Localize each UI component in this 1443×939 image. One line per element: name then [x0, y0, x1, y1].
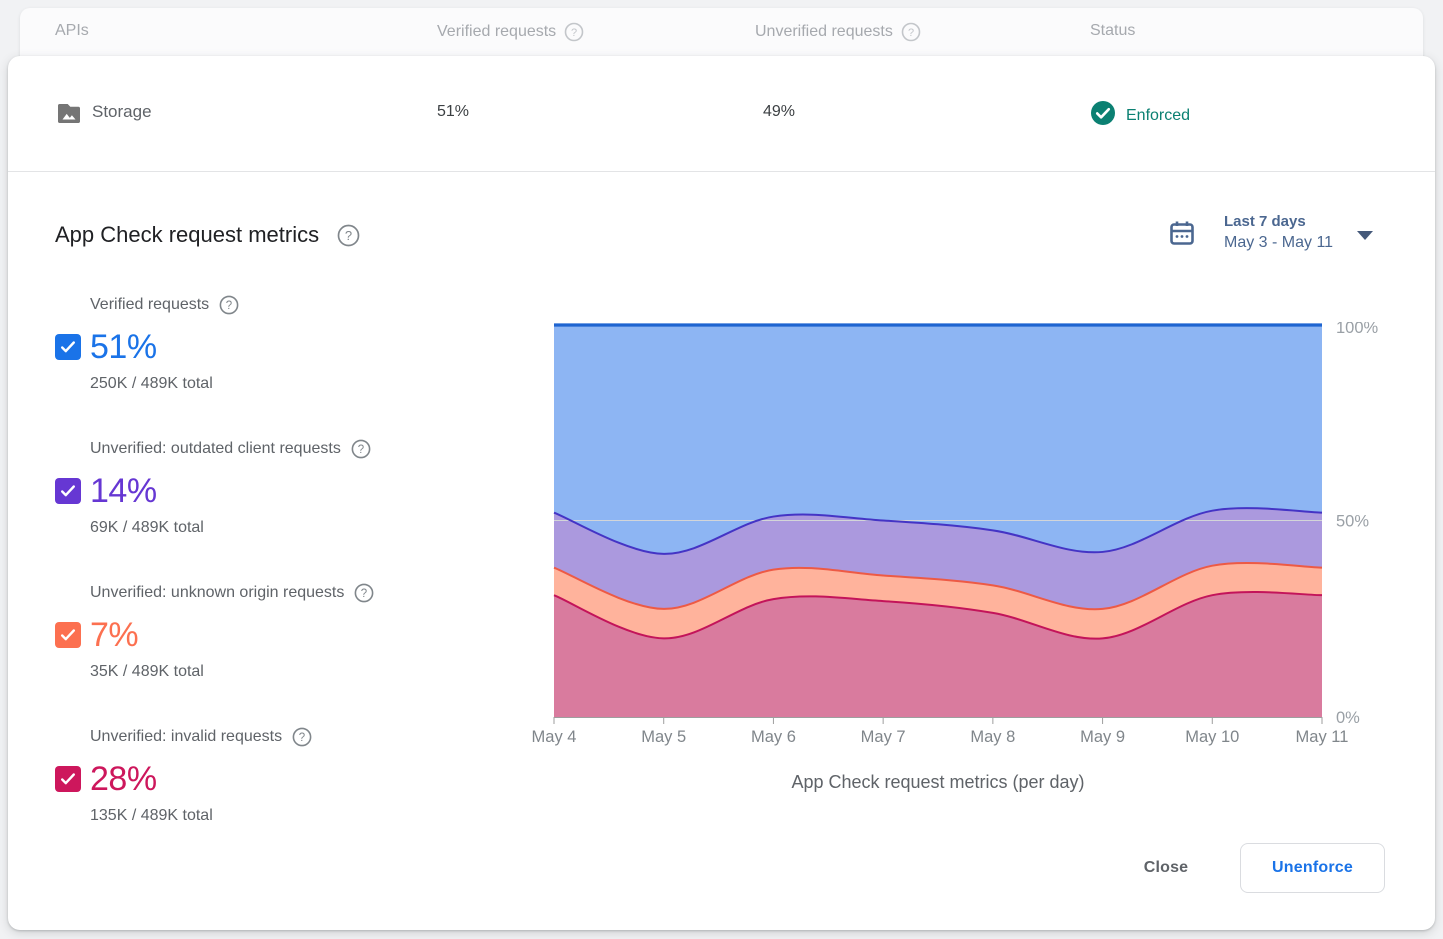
area-2 [554, 508, 1322, 610]
series-line-0 [553, 590, 1323, 640]
legend-item-outdated: Unverified: outdated client requests ? 1… [55, 439, 485, 537]
legend-item-verified: Verified requests ? 51% 250K / 489K tota… [55, 295, 485, 393]
legend-detail: 135K / 489K total [90, 807, 213, 824]
legend-detail: 250K / 489K total [90, 375, 213, 392]
api-name: Storage [92, 102, 152, 121]
legend-label-row: Unverified: invalid requests ? [90, 727, 485, 747]
legend-main: 7% [55, 613, 485, 657]
svg-text:?: ? [345, 228, 352, 243]
x-tick-label: May 5 [641, 728, 686, 746]
svg-text:?: ? [358, 444, 364, 456]
close-button[interactable]: Close [1121, 848, 1211, 888]
series-line-2 [553, 507, 1323, 555]
svg-text:?: ? [908, 27, 914, 39]
column-header-unverified-label: Unverified requests [755, 23, 893, 40]
area-3 [554, 324, 1322, 554]
area-0 [554, 591, 1322, 717]
help-icon[interactable]: ? [901, 22, 921, 42]
chart-caption: App Check request metrics (per day) [791, 772, 1085, 792]
date-range-picker[interactable]: Last 7 days May 3 - May 11 [1168, 212, 1374, 254]
unverified-requests-value: 49% [763, 103, 796, 120]
calendar-icon [1168, 219, 1196, 247]
area-1 [554, 563, 1322, 639]
x-tick-label: May 6 [751, 728, 796, 746]
legend-label: Verified requests [90, 296, 210, 313]
column-header-status-label: Status [1090, 22, 1136, 39]
x-tick-label: May 10 [1185, 728, 1239, 746]
invalid-checkbox[interactable] [55, 766, 81, 792]
help-icon[interactable]: ? [564, 22, 584, 42]
legend-percent: 14% [90, 471, 157, 510]
stacked-area-chart: May 4 May 5 May 6 May 7 May 8 May 9 May 10 May … [532, 322, 1379, 746]
svg-text:?: ? [571, 27, 577, 39]
legend-main: 51% [55, 325, 485, 369]
section-title: App Check request metrics [55, 222, 320, 247]
help-icon[interactable]: ? [351, 439, 371, 459]
legend-percent: 7% [90, 615, 139, 654]
status-text: Enforced [1126, 106, 1191, 124]
help-icon[interactable]: ? [292, 727, 312, 747]
date-range-label: Last 7 days [1224, 213, 1306, 230]
help-icon[interactable]: ? [354, 583, 374, 603]
column-header-apis-label: APIs [55, 22, 89, 39]
verified-requests-value: 51% [437, 103, 470, 120]
outdated-checkbox[interactable] [55, 478, 81, 504]
enforced-check-icon [1090, 100, 1116, 131]
legend-detail: 69K / 489K total [90, 519, 204, 536]
legend-label-row: Verified requests ? [90, 295, 485, 315]
y-tick-label: 0% [1336, 709, 1360, 727]
legend-detail: 35K / 489K total [90, 663, 204, 680]
legend-label-row: Unverified: outdated client requests ? [90, 439, 485, 459]
svg-text:?: ? [299, 732, 305, 744]
column-header-status: Status [1090, 22, 1135, 40]
api-table-header: APIs Verified requests ? Unverified requ… [20, 8, 1423, 56]
date-range-value: May 3 - May 11 [1224, 234, 1334, 251]
x-tick-label: May 7 [861, 728, 906, 746]
x-tick-label: May 4 [532, 728, 577, 746]
help-icon[interactable]: ? [219, 295, 239, 315]
column-header-unverified: Unverified requests ? [755, 22, 921, 42]
api-detail-dialog: Storage 51% 49% Enforced App Check reque… [8, 56, 1435, 930]
chevron-down-icon [1357, 230, 1374, 240]
legend-item-invalid: Unverified: invalid requests ? 28% 135K … [55, 727, 485, 825]
legend-label: Unverified: outdated client requests [90, 440, 341, 457]
x-tick-label: May 9 [1080, 728, 1125, 746]
help-icon[interactable]: ? [337, 224, 360, 247]
status-badge: Enforced [1090, 100, 1190, 131]
column-header-verified-label: Verified requests [437, 23, 557, 40]
column-header-verified: Verified requests ? [437, 22, 584, 42]
section-title-row: App Check request metrics ? [55, 222, 360, 248]
legend-label-row: Unverified: unknown origin requests ? [90, 583, 485, 603]
legend-label: Unverified: invalid requests [90, 728, 283, 745]
x-tick-label: May 11 [1296, 728, 1349, 746]
svg-text:?: ? [226, 300, 232, 312]
y-tick-label: 100% [1336, 322, 1379, 337]
svg-text:?: ? [361, 588, 367, 600]
legend-percent: 28% [90, 759, 157, 798]
y-tick-label: 50% [1336, 513, 1369, 531]
legend-main: 14% [55, 469, 485, 513]
legend-item-unknown-origin: Unverified: unknown origin requests ? 7%… [55, 583, 485, 681]
legend-percent: 51% [90, 327, 157, 366]
series-line-1 [553, 562, 1323, 611]
date-range-text: Last 7 days May 3 - May 11 [1224, 212, 1333, 254]
storage-folder-icon [55, 100, 83, 128]
unknown-origin-checkbox[interactable] [55, 622, 81, 648]
legend-main: 28% [55, 757, 485, 801]
x-tick-label: May 8 [970, 728, 1015, 746]
unenforce-button[interactable]: Unenforce [1240, 843, 1385, 893]
verified-checkbox[interactable] [55, 334, 81, 360]
legend-label: Unverified: unknown origin requests [90, 584, 345, 601]
divider [8, 171, 1435, 172]
column-header-apis: APIs [55, 22, 89, 40]
